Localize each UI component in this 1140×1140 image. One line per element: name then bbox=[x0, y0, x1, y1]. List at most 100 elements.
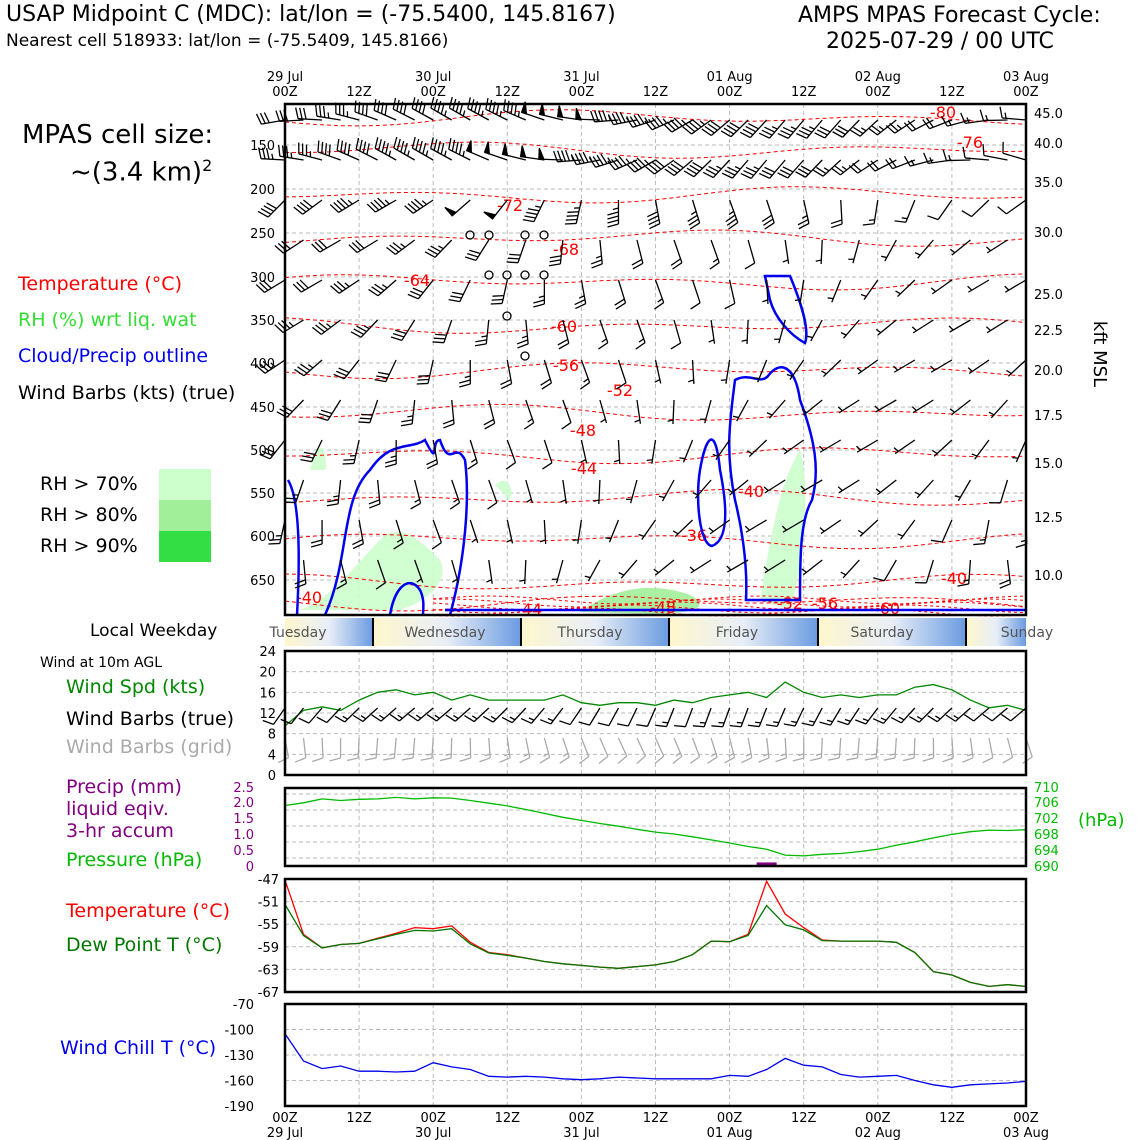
wind-barb-upper bbox=[893, 359, 916, 373]
wind-barb-upper bbox=[702, 159, 731, 179]
barb-flag bbox=[326, 503, 339, 507]
barb-half-flag bbox=[360, 715, 367, 720]
barb-half-flag bbox=[400, 243, 406, 248]
pressure-label: Pressure (hPa) bbox=[66, 849, 203, 871]
wind-barb-upper bbox=[329, 197, 360, 213]
barb-flag bbox=[688, 218, 699, 226]
barb-half-flag bbox=[856, 367, 862, 373]
wind-barb-upper bbox=[469, 519, 479, 543]
wind-barb-upper bbox=[635, 319, 646, 350]
pressure-axis-label: (hPa) bbox=[1078, 810, 1125, 831]
barb-flag bbox=[352, 539, 363, 546]
wind-barb-upper bbox=[505, 439, 517, 470]
top-date-label: 29 Jul bbox=[267, 70, 303, 85]
weekday-band bbox=[373, 618, 521, 646]
barb-half-flag bbox=[868, 219, 875, 222]
weekday-band bbox=[521, 618, 669, 646]
barb-flag bbox=[488, 99, 493, 112]
barb-flag bbox=[303, 451, 316, 456]
barb-flag bbox=[335, 370, 347, 377]
temperature-contour bbox=[284, 447, 1027, 465]
barb-flag bbox=[393, 136, 398, 149]
wind-barb-grid bbox=[329, 737, 342, 762]
barb-flag bbox=[433, 139, 438, 151]
wind-tick-label: 20 bbox=[259, 666, 276, 681]
wind-barb-upper bbox=[538, 103, 564, 121]
wind-barb-grid bbox=[459, 737, 472, 762]
barb-flag bbox=[318, 413, 331, 418]
wind-barb-upper bbox=[525, 479, 534, 504]
barb-flag bbox=[318, 322, 329, 331]
barb-staff bbox=[925, 559, 934, 584]
barb-flag bbox=[292, 283, 302, 293]
barb-half-flag bbox=[481, 335, 488, 338]
barb-half-flag bbox=[815, 259, 822, 262]
barb-flag bbox=[516, 339, 528, 345]
barb-flag bbox=[333, 373, 345, 380]
wind-barb-upper bbox=[740, 159, 768, 179]
barb-half-flag bbox=[384, 199, 390, 205]
wind-barb-true bbox=[389, 707, 416, 722]
barb-half-flag bbox=[415, 714, 422, 719]
rh-shading bbox=[300, 531, 443, 610]
barb-staff bbox=[1006, 199, 1027, 215]
barb-flag bbox=[526, 211, 538, 216]
barb-flag bbox=[610, 158, 620, 169]
barb-half-flag bbox=[708, 527, 714, 533]
pressure-tick-label: 450 bbox=[250, 401, 275, 416]
barb-flag bbox=[400, 140, 405, 153]
barb-flag bbox=[649, 223, 661, 230]
barb-flag bbox=[999, 583, 1011, 589]
barb-half-flag bbox=[801, 215, 808, 219]
bottom-hour-label: 00Z bbox=[1013, 1111, 1039, 1126]
barb-staff bbox=[454, 707, 471, 722]
wind-barb-upper bbox=[988, 399, 1008, 419]
barb-flag bbox=[427, 248, 439, 255]
barb-flag bbox=[600, 153, 608, 164]
wind-barb-upper bbox=[368, 279, 397, 297]
barb-flag bbox=[327, 499, 339, 503]
wind-barb-upper bbox=[393, 136, 415, 161]
barb-flag bbox=[907, 120, 917, 130]
precip-label-2: liquid eqiv. bbox=[66, 798, 169, 820]
forecast-cycle-label: AMPS MPAS Forecast Cycle: bbox=[798, 3, 1101, 28]
barb-flag bbox=[389, 713, 400, 722]
barb-half-flag bbox=[445, 753, 452, 756]
wind-barb-upper bbox=[712, 439, 731, 461]
barb-half-flag bbox=[595, 255, 602, 259]
barb-flag bbox=[741, 757, 753, 764]
barb-flag bbox=[294, 579, 306, 585]
barb-flag bbox=[374, 378, 386, 383]
barb-half-flag bbox=[821, 370, 827, 375]
barb-flag bbox=[464, 715, 475, 723]
barb-staff bbox=[651, 439, 657, 464]
barb-flag bbox=[704, 125, 715, 134]
barb-flag bbox=[459, 379, 471, 384]
wind-barb-upper bbox=[483, 141, 508, 161]
barb-flag bbox=[403, 142, 408, 155]
barb-half-flag bbox=[271, 153, 274, 160]
barb-flag bbox=[663, 123, 673, 133]
temperature-contour-label: -68 bbox=[553, 240, 579, 259]
wind-barb-upper bbox=[777, 159, 805, 179]
wind-barb-grid bbox=[654, 737, 665, 764]
barb-flag bbox=[870, 160, 880, 170]
barb-flag bbox=[440, 143, 445, 155]
barb-flag bbox=[999, 106, 1003, 119]
barb-staff bbox=[883, 707, 897, 724]
barb-half-flag bbox=[699, 120, 705, 126]
barb-flag bbox=[837, 125, 849, 133]
temperature-contour bbox=[284, 595, 1027, 612]
barb-flag bbox=[277, 144, 281, 157]
pressure-tick-label: 690 bbox=[1034, 860, 1059, 875]
barb-flag bbox=[266, 202, 277, 210]
barb-flag bbox=[579, 382, 590, 390]
barb-half-flag bbox=[519, 579, 526, 582]
wind-barb-upper bbox=[384, 439, 397, 468]
barb-staff bbox=[703, 707, 712, 728]
wind-barb-upper bbox=[557, 319, 570, 350]
top-date-label: 30 Jul bbox=[415, 70, 451, 85]
barb-flag bbox=[366, 143, 370, 155]
barb-staff bbox=[302, 737, 307, 758]
barb-staff bbox=[1002, 152, 1027, 161]
